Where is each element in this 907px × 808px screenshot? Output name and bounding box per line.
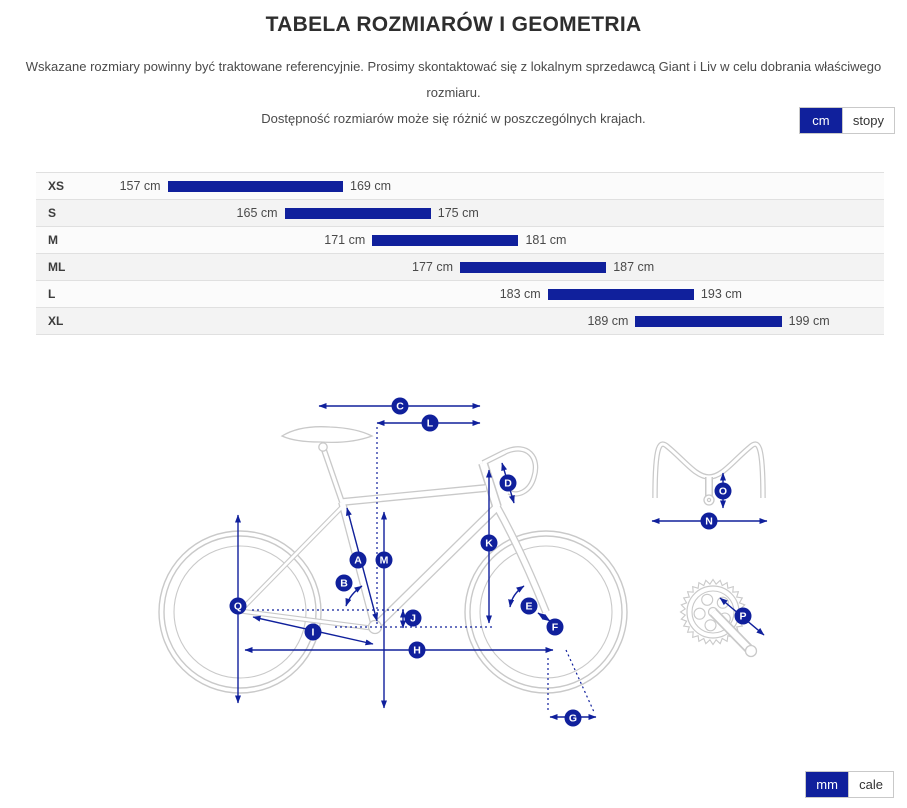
svg-text:H: H [413, 645, 421, 657]
svg-text:A: A [354, 555, 362, 567]
height-range-bar [547, 289, 694, 300]
size-label: ML [48, 260, 66, 274]
svg-text:E: E [525, 601, 532, 613]
size-row-xs: XS 157 cm 169 cm [36, 173, 884, 200]
geo-badge-D: D [499, 474, 517, 492]
max-height-value: 193 cm [700, 287, 742, 301]
geo-badge-N: N [700, 512, 718, 530]
unit-mm-button[interactable]: mm [806, 772, 849, 797]
dim-arc-B [345, 585, 363, 607]
bike-drawing [158, 426, 628, 694]
geo-badge-B: B [335, 574, 353, 592]
height-range-bar [284, 208, 431, 219]
height-range-bar [460, 262, 607, 273]
unit-cm-button[interactable]: cm [799, 108, 842, 133]
size-row-ml: ML 177 cm 187 cm [36, 254, 884, 281]
geo-badge-M: M [375, 551, 393, 569]
unit-toggle-bottom: mm cale [805, 771, 894, 798]
svg-text:O: O [719, 486, 727, 498]
front-wheel [464, 530, 628, 694]
min-height-value: 183 cm [499, 287, 541, 301]
geo-badge-Q: Q [229, 597, 247, 615]
size-row-l: L 183 cm 193 cm [36, 281, 884, 308]
max-height-value: 169 cm [350, 179, 392, 193]
svg-text:C: C [396, 401, 404, 413]
size-table: XS 157 cm 169 cm S 165 cm 175 cm M 171 cm 181 cm… [36, 172, 884, 335]
geo-badge-P: P [734, 607, 752, 625]
svg-text:L: L [427, 418, 434, 430]
geo-badge-H: H [408, 641, 426, 659]
max-height-value: 175 cm [437, 206, 479, 220]
page-title: TABELA ROZMIARÓW I GEOMETRIA [265, 13, 642, 36]
dim-arc-E [508, 585, 525, 608]
svg-text:J: J [410, 613, 416, 625]
size-label: XS [48, 179, 65, 193]
size-label: XL [48, 314, 64, 328]
svg-text:I: I [312, 627, 315, 639]
geometry-diagram: AB C D E F G H I J K L M N O P Q [158, 397, 768, 727]
min-height-value: 189 cm [587, 314, 629, 328]
geo-badge-I: I [304, 623, 322, 641]
geo-badge-F: F [546, 618, 564, 636]
ref-line-trail-slant [565, 649, 595, 713]
unit-stopy-button[interactable]: stopy [841, 108, 894, 133]
saddle [280, 426, 374, 444]
svg-text:G: G [569, 713, 577, 725]
max-height-value: 181 cm [525, 233, 567, 247]
geo-badge-J: J [404, 609, 422, 627]
min-height-value: 171 cm [324, 233, 366, 247]
size-label: M [48, 233, 58, 247]
min-height-value: 165 cm [236, 206, 278, 220]
svg-text:B: B [340, 578, 348, 590]
geo-badge-O: O [714, 482, 732, 500]
size-row-s: S 165 cm 175 cm [36, 200, 884, 227]
unit-cale-button[interactable]: cale [848, 772, 893, 797]
handlebar-drawing [652, 441, 766, 506]
disclaimer-line-2: Dostępność rozmiarów może się różnić w p… [261, 111, 646, 126]
svg-text:F: F [552, 622, 559, 634]
geo-badge-K: K [480, 534, 498, 552]
disclaimer-line-1: Wskazane rozmiary powinny być traktowane… [25, 59, 882, 100]
size-label: S [48, 206, 57, 220]
svg-text:P: P [739, 611, 746, 623]
geo-badge-L: L [421, 414, 439, 432]
height-range-bar [635, 316, 782, 327]
geometry-badges: AB C D E F G H I J K L M N O P Q [229, 397, 752, 727]
geo-badge-G: G [564, 709, 582, 727]
pedal-axle [744, 644, 758, 658]
geo-badge-A: A [349, 551, 367, 569]
height-range-bar [167, 181, 344, 192]
size-row-m: M 171 cm 181 cm [36, 227, 884, 254]
geo-badge-E: E [520, 597, 538, 615]
disclaimer-text: Wskazane rozmiary powinny być traktowane… [20, 54, 887, 132]
svg-text:N: N [705, 516, 713, 528]
dim-line-F [537, 612, 551, 622]
svg-text:Q: Q [234, 601, 242, 613]
unit-toggle-top: cm stopy [798, 107, 895, 134]
svg-text:M: M [380, 555, 389, 567]
size-label: L [48, 287, 56, 301]
svg-text:D: D [504, 478, 512, 490]
geo-badge-C: C [391, 397, 409, 415]
svg-text:K: K [485, 538, 493, 550]
min-height-value: 177 cm [412, 260, 453, 274]
max-height-value: 187 cm [613, 260, 655, 274]
size-row-xl: XL 189 cm 199 cm [36, 308, 884, 335]
min-height-value: 157 cm [119, 179, 161, 193]
height-range-bar [372, 235, 519, 246]
max-height-value: 199 cm [788, 314, 830, 328]
